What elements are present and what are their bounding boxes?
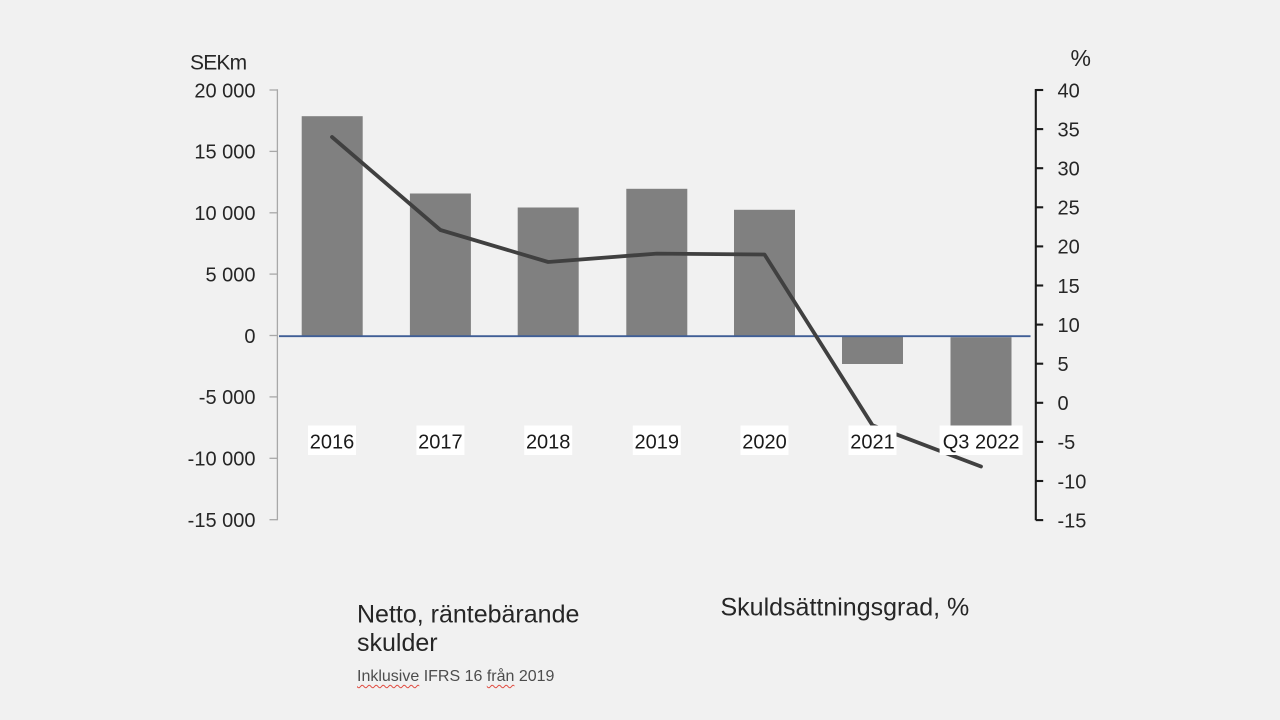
svg-text:2018: 2018 xyxy=(526,432,571,454)
svg-text:-5: -5 xyxy=(1058,432,1076,454)
svg-text:0: 0 xyxy=(1058,393,1069,415)
svg-text:Netto, räntebärande: Netto, räntebärande xyxy=(357,601,579,629)
svg-text:2017: 2017 xyxy=(418,432,463,454)
svg-text:15: 15 xyxy=(1058,276,1080,298)
svg-text:25: 25 xyxy=(1058,198,1080,220)
svg-text:40: 40 xyxy=(1058,80,1080,102)
svg-text:Q3 2022: Q3 2022 xyxy=(943,432,1020,454)
svg-text:10 000: 10 000 xyxy=(194,203,255,225)
svg-text:-5 000: -5 000 xyxy=(199,387,256,409)
svg-text:10: 10 xyxy=(1058,315,1080,337)
svg-text:20 000: 20 000 xyxy=(194,80,255,102)
svg-text:20: 20 xyxy=(1058,237,1080,259)
svg-text:5: 5 xyxy=(1058,354,1069,376)
svg-text:-10 000: -10 000 xyxy=(188,449,256,471)
svg-text:2020: 2020 xyxy=(742,432,787,454)
svg-text:%: % xyxy=(1070,45,1090,71)
svg-text:-10: -10 xyxy=(1058,471,1087,493)
svg-text:-15 000: -15 000 xyxy=(188,510,256,532)
svg-text:30: 30 xyxy=(1058,159,1080,181)
svg-text:2019: 2019 xyxy=(635,432,680,454)
svg-text:2021: 2021 xyxy=(850,432,895,454)
svg-text:5 000: 5 000 xyxy=(205,264,255,286)
svg-text:2016: 2016 xyxy=(310,432,355,454)
svg-text:15 000: 15 000 xyxy=(194,142,255,164)
svg-text:-15: -15 xyxy=(1058,510,1087,532)
svg-text:skulder: skulder xyxy=(357,629,438,657)
svg-text:Skuldsättningsgrad, %: Skuldsättningsgrad, % xyxy=(721,594,970,622)
svg-text:35: 35 xyxy=(1058,119,1080,141)
svg-text:SEKm: SEKm xyxy=(190,52,247,75)
svg-text:0: 0 xyxy=(244,326,255,348)
